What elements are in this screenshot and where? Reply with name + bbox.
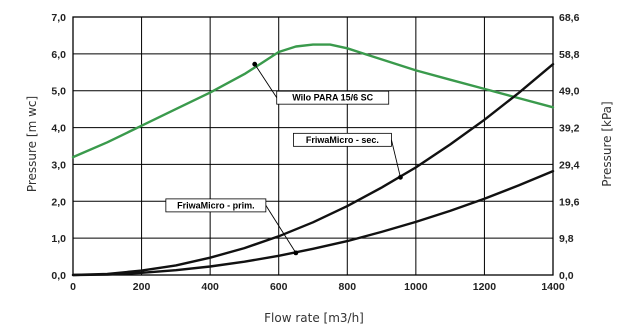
annotation-labels: Wilo PARA 15/6 SC FriwaMicro - sec. FriwaM…	[165, 90, 392, 213]
x-axis-title: Flow rate [m3/h]	[264, 311, 364, 325]
x-tick-label-2: 400	[201, 281, 219, 293]
annotation-leader-2	[265, 205, 297, 254]
y-right-tick-label-3: 29,4	[559, 159, 580, 171]
annotation-label-1: FriwaMicro - sec.	[306, 135, 379, 145]
series-line-0	[71, 43, 555, 159]
y-right-tick-label-2: 19,6	[559, 196, 580, 208]
x-tick-label-5: 1000	[404, 281, 428, 293]
x-tick-label-0: 0	[70, 281, 76, 293]
series-line-1	[71, 62, 555, 277]
y-tick-label-2: 2,0	[51, 196, 66, 208]
y-tick-label-7: 7,0	[51, 12, 66, 24]
plot-frame	[72, 16, 554, 276]
annotation-leader-0	[254, 63, 278, 98]
y-right-tick-label-6: 58,8	[559, 49, 580, 61]
annotation-leaders	[254, 63, 401, 254]
y-tick-label-5: 5,0	[51, 86, 66, 98]
x-tick-labels: 0 200 400 600 800 1000 1200 1400	[70, 281, 565, 293]
annotation-leader-1	[390, 139, 401, 178]
y-right-tick-label-5: 49,0	[559, 86, 580, 98]
x-tick-label-3: 600	[270, 281, 288, 293]
annotation-label-0: Wilo PARA 15/6 SC	[292, 93, 373, 103]
x-tick-label-4: 800	[339, 281, 357, 293]
annotation-box-2	[165, 198, 267, 213]
y-right-tick-label-0: 0,0	[559, 270, 574, 282]
annotation-box-0	[276, 90, 390, 105]
annotation-label-2: FriwaMicro - prim.	[177, 200, 255, 210]
series-line-2	[71, 169, 555, 277]
y-tick-label-4: 4,0	[51, 123, 66, 135]
x-tick-label-1: 200	[133, 281, 151, 293]
y-tick-label-1: 1,0	[51, 233, 66, 245]
y-right-tick-label-4: 39,2	[559, 123, 580, 135]
series-lines	[71, 43, 555, 277]
annotation-marker-1	[398, 174, 403, 180]
x-tick-label-6: 1200	[473, 281, 497, 293]
y-tick-label-3: 3,0	[51, 159, 66, 171]
y-right-tick-label-7: 68,6	[559, 12, 580, 24]
annotation-box-1	[293, 132, 392, 147]
x-tick-label-7: 1400	[541, 281, 565, 293]
y-tick-labels: 0,0 1,0 2,0 3,0 4,0 5,0 6,0 7,0	[51, 12, 66, 282]
y-tick-label-6: 6,0	[51, 49, 66, 61]
y-axis-title: Pressure [m wc]	[25, 96, 39, 192]
y-right-tick-labels: 0,0 9,8 19,6 29,4 39,2 49,0 58,8 68,6	[559, 12, 580, 282]
y-right-axis-title: Pressure [kPa]	[600, 101, 614, 186]
y-tick-label-0: 0,0	[51, 270, 66, 282]
y-right-tick-label-1: 9,8	[559, 233, 574, 245]
